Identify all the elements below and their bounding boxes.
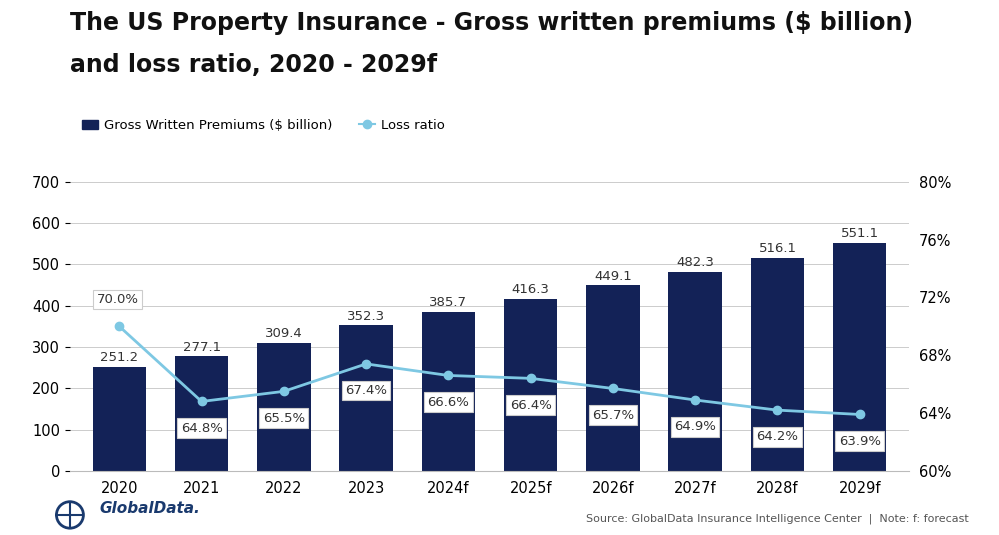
- Text: and loss ratio, 2020 - 2029f: and loss ratio, 2020 - 2029f: [70, 54, 437, 78]
- Text: 482.3: 482.3: [676, 256, 714, 269]
- Text: 65.5%: 65.5%: [263, 411, 305, 425]
- Text: 551.1: 551.1: [841, 227, 879, 240]
- Bar: [175, 356, 229, 471]
- Text: 449.1: 449.1: [594, 270, 631, 282]
- Text: 64.2%: 64.2%: [756, 430, 798, 444]
- Text: 63.9%: 63.9%: [839, 434, 881, 448]
- Text: 385.7: 385.7: [430, 296, 468, 309]
- Text: 64.9%: 64.9%: [674, 420, 716, 433]
- Text: 66.6%: 66.6%: [428, 396, 470, 409]
- Bar: [750, 258, 804, 471]
- Bar: [257, 343, 311, 471]
- Text: 66.4%: 66.4%: [509, 399, 551, 411]
- Bar: [340, 325, 393, 471]
- Text: 309.4: 309.4: [265, 327, 303, 340]
- Text: 416.3: 416.3: [511, 283, 549, 296]
- Text: The US Property Insurance - Gross written premiums ($ billion): The US Property Insurance - Gross writte…: [70, 11, 913, 35]
- Legend: Gross Written Premiums ($ billion), Loss ratio: Gross Written Premiums ($ billion), Loss…: [77, 113, 451, 137]
- Text: 67.4%: 67.4%: [345, 384, 387, 397]
- Text: 516.1: 516.1: [758, 242, 796, 255]
- Bar: [586, 286, 639, 471]
- Bar: [503, 299, 557, 471]
- Text: 277.1: 277.1: [183, 341, 221, 354]
- Text: 65.7%: 65.7%: [591, 409, 634, 422]
- Text: Source: GlobalData Insurance Intelligence Center  |  Note: f: forecast: Source: GlobalData Insurance Intelligenc…: [586, 514, 969, 524]
- Bar: [422, 311, 476, 471]
- Text: 352.3: 352.3: [347, 310, 386, 323]
- Text: 70.0%: 70.0%: [97, 293, 139, 306]
- Text: 64.8%: 64.8%: [181, 422, 223, 434]
- Bar: [668, 272, 722, 471]
- Text: GlobalData.: GlobalData.: [100, 501, 201, 516]
- Text: 251.2: 251.2: [100, 351, 138, 364]
- Bar: [833, 243, 886, 471]
- Bar: [93, 367, 146, 471]
